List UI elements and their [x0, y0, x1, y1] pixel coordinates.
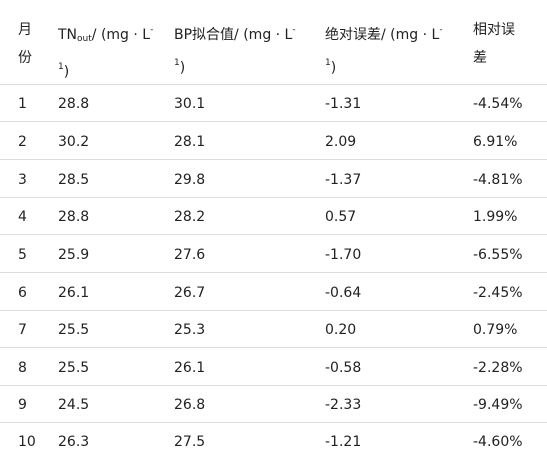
cell-month: 8	[18, 360, 27, 376]
cell-bp: 26.1	[174, 360, 206, 376]
cell-month: 1	[18, 96, 27, 112]
header-abs-exp: 1	[325, 58, 331, 68]
cell-tn: 25.5	[58, 360, 90, 376]
cell-month: 9	[18, 397, 27, 413]
cell-bp: 27.6	[174, 247, 206, 263]
header-month: 月 份	[18, 16, 32, 72]
row-divider	[0, 121, 547, 122]
cell-rel: 6.91%	[473, 134, 518, 150]
cell-month: 2	[18, 134, 27, 150]
header-divider	[0, 84, 547, 85]
cell-month: 4	[18, 209, 27, 225]
cell-tn: 26.3	[58, 434, 90, 450]
row-divider	[0, 347, 547, 348]
row-divider	[0, 234, 547, 235]
cell-month: 10	[18, 434, 36, 450]
cell-rel: -4.54%	[473, 96, 523, 112]
header-bp-text: BP拟合值/ (mg · L	[174, 27, 293, 43]
cell-month: 7	[18, 322, 27, 338]
header-month-line2: 份	[18, 50, 32, 66]
cell-month: 6	[18, 285, 27, 301]
header-tn: TNout/ (mg · L- 1)	[58, 16, 153, 86]
cell-bp: 30.1	[174, 96, 206, 112]
cell-bp: 28.1	[174, 134, 206, 150]
cell-tn: 25.5	[58, 322, 90, 338]
cell-tn: 28.8	[58, 209, 90, 225]
cell-rel: -4.60%	[473, 434, 523, 450]
header-tn-exp: 1	[58, 62, 64, 72]
header-bp-exp: 1	[174, 58, 180, 68]
row-divider	[0, 422, 547, 423]
cell-bp: 25.3	[174, 322, 206, 338]
header-tn-close: )	[63, 64, 70, 80]
cell-abs: -0.64	[325, 285, 362, 301]
cell-abs: -1.31	[325, 96, 362, 112]
cell-tn: 24.5	[58, 397, 90, 413]
cell-bp: 29.8	[174, 172, 206, 188]
row-divider	[0, 310, 547, 311]
header-abs: 绝对误差/ (mg · L- 1)	[325, 16, 443, 82]
cell-abs: 0.57	[325, 209, 357, 225]
header-abs-line2: 1)	[325, 49, 443, 82]
row-divider	[0, 197, 547, 198]
cell-rel: -2.28%	[473, 360, 523, 376]
header-tn-unit: / (mg · L	[91, 27, 151, 43]
header-tn-sub: out	[77, 34, 92, 44]
row-divider	[0, 385, 547, 386]
header-bp-sup: -	[292, 25, 296, 35]
cell-bp: 26.8	[174, 397, 206, 413]
cell-tn: 25.9	[58, 247, 90, 263]
cell-abs: 0.20	[325, 322, 357, 338]
header-month-line1: 月	[18, 22, 32, 38]
cell-abs: -1.70	[325, 247, 362, 263]
cell-tn: 28.5	[58, 172, 90, 188]
row-divider	[0, 272, 547, 273]
header-bp-line1: BP拟合值/ (mg · L-	[174, 16, 296, 49]
cell-rel: -2.45%	[473, 285, 523, 301]
header-bp-close: )	[179, 60, 186, 76]
cell-abs: -2.33	[325, 397, 362, 413]
cell-tn: 30.2	[58, 134, 90, 150]
cell-tn: 28.8	[58, 96, 90, 112]
cell-bp: 28.2	[174, 209, 206, 225]
cell-rel: -9.49%	[473, 397, 523, 413]
cell-rel: 0.79%	[473, 322, 518, 338]
header-abs-text: 绝对误差/ (mg · L	[325, 27, 440, 43]
header-abs-sup: -	[439, 25, 443, 35]
cell-rel: 1.99%	[473, 209, 518, 225]
cell-tn: 26.1	[58, 285, 90, 301]
header-tn-line2: 1)	[58, 53, 153, 86]
cell-rel: -4.81%	[473, 172, 523, 188]
header-bp-line2: 1)	[174, 49, 296, 82]
cell-bp: 27.5	[174, 434, 206, 450]
header-bp: BP拟合值/ (mg · L- 1)	[174, 16, 296, 82]
header-abs-close: )	[330, 60, 337, 76]
header-tn-sup: -	[150, 25, 154, 35]
header-rel-line1: 相对误	[473, 22, 515, 38]
cell-month: 3	[18, 172, 27, 188]
header-tn-main: TN	[58, 27, 78, 43]
cell-bp: 26.7	[174, 285, 206, 301]
cell-rel: -6.55%	[473, 247, 523, 263]
cell-abs: -0.58	[325, 360, 362, 376]
header-tn-line1: TNout/ (mg · L-	[58, 16, 153, 53]
header-rel-line2: 差	[473, 50, 487, 66]
cell-abs: 2.09	[325, 134, 357, 150]
cell-month: 5	[18, 247, 27, 263]
header-abs-line1: 绝对误差/ (mg · L-	[325, 16, 443, 49]
cell-abs: -1.37	[325, 172, 362, 188]
header-rel: 相对误 差	[473, 16, 515, 72]
row-divider	[0, 159, 547, 160]
cell-abs: -1.21	[325, 434, 362, 450]
